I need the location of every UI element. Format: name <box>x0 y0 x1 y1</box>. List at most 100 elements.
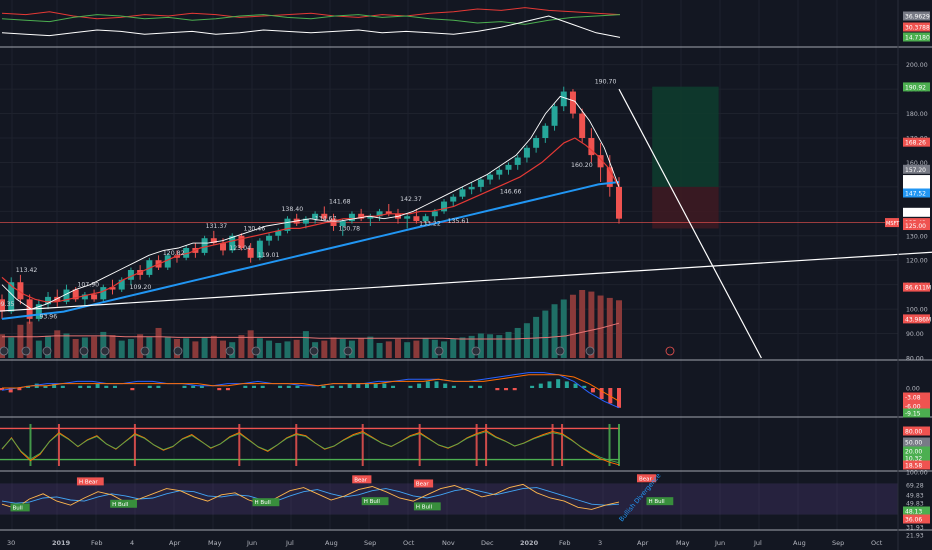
price-panel[interactable]: 113.42 99.35 93.96 107.90 109.20 120.82 131.37… <box>0 79 932 359</box>
volume-bar <box>26 321 33 358</box>
profit-zone <box>652 86 719 187</box>
volume-bar <box>266 340 273 358</box>
candle-body <box>256 240 263 258</box>
candle-body <box>35 304 42 319</box>
candle-body <box>312 213 319 219</box>
price-annotation-12: 134.67 <box>315 216 337 223</box>
stoch-label-0: 69.28 <box>906 483 924 490</box>
macd-histogram-bar <box>112 385 117 388</box>
macd-histogram-bar <box>191 385 196 388</box>
candle-body <box>551 106 558 126</box>
price-annotation-8: 130.46 <box>244 225 266 232</box>
candle-body <box>376 211 383 217</box>
price-label-6: 139.58 <box>905 210 926 217</box>
stoch-label-1: 49.83 <box>906 493 924 500</box>
volume-bar <box>118 340 125 358</box>
price-scale[interactable]: 80.0090.00100.00110.00120.00130.00140.00… <box>885 11 931 540</box>
event-marker-icon <box>0 346 9 356</box>
macd-histogram-bar <box>43 385 48 388</box>
divergence-tag-0: H Bear <box>79 479 98 485</box>
time-label-21: Sep <box>832 539 844 547</box>
oscillator-line-0 <box>1 7 621 20</box>
candle-body <box>441 201 448 212</box>
candle-body <box>201 238 208 253</box>
candle-body <box>367 216 374 219</box>
divergence-tag-4: Bear <box>354 477 368 483</box>
divergence-tag-1: Bull <box>12 505 23 511</box>
stoch-label-2: 49.83 <box>906 501 924 508</box>
volume-bar <box>358 338 365 358</box>
candle-body <box>164 255 171 268</box>
rsi-overbought-bar <box>133 424 136 466</box>
stochastic-rsi-panel: H Bear Bull H Bull H Bull Bear H Bull Bear H Bu… <box>0 472 898 523</box>
time-label-7: Jul <box>285 539 294 547</box>
macd-label-1-bg <box>903 392 930 402</box>
rsi-overbought-bar <box>485 424 488 466</box>
price-annotation-15: 133.22 <box>419 220 441 227</box>
candle-body <box>45 296 52 305</box>
event-marker-icon <box>555 346 565 356</box>
volume-bar <box>588 291 595 358</box>
candle-body <box>487 174 494 180</box>
time-label-2: Feb <box>91 539 103 547</box>
rsi-label-0-bg <box>903 426 930 436</box>
volume-bar <box>256 338 263 358</box>
earnings-markers[interactable] <box>0 346 675 356</box>
stoch-label-4: 36.06 <box>905 517 922 524</box>
price-tick-8: 160.00 <box>906 160 928 167</box>
candle-body <box>284 218 291 231</box>
macd-histogram-bar <box>338 385 343 388</box>
volume-bar <box>220 340 227 358</box>
price-annotation-14: 142.37 <box>400 196 422 203</box>
position-zones[interactable] <box>0 86 898 229</box>
volume-bar <box>606 297 613 358</box>
volume-bar <box>330 337 337 358</box>
volume-bar <box>293 339 300 358</box>
time-label-17: May <box>676 539 690 547</box>
volume-bar <box>201 337 208 358</box>
volume-bar <box>35 340 42 358</box>
volume-bar <box>514 327 521 358</box>
volume-bar <box>477 333 484 358</box>
price-annotation-16: 135.61 <box>448 218 470 225</box>
event-marker-icon <box>100 346 110 356</box>
event-marker-icon <box>251 346 261 356</box>
candle-body <box>321 213 328 219</box>
macd-histogram-bar <box>260 385 265 388</box>
macd-histogram-bar <box>130 388 135 391</box>
rsi-label-5: 100.00 <box>906 470 928 477</box>
volume-bar <box>164 336 171 358</box>
price-label-1: 168.26 <box>905 140 926 147</box>
volume-bar <box>597 295 604 358</box>
macd-histogram-bar <box>599 388 604 399</box>
macd-label-2: -6.00 <box>905 404 921 411</box>
ticker-tag-bg <box>885 218 899 228</box>
macd-histogram-bar <box>52 383 57 388</box>
macd-histogram-bar <box>225 388 230 391</box>
time-label-12: Dec <box>481 539 494 547</box>
rsi-label-3-bg <box>903 453 930 463</box>
macd-label-3: -9.15 <box>905 411 921 418</box>
volume-bar <box>542 310 549 358</box>
macd-histogram-bar <box>104 385 109 388</box>
macd-histogram-bar <box>217 388 222 391</box>
event-marker-icon <box>585 346 595 356</box>
price-annotation-2: 93.96 <box>39 313 57 320</box>
time-scale[interactable]: 30 2019 Feb 4 Apr May Jun Jul Aug Sep Oct Nov Dec 202… <box>7 539 883 547</box>
event-marker-icon <box>225 346 235 356</box>
volume-bar <box>137 334 144 358</box>
price-label-0-bg <box>903 82 930 92</box>
volume-bar <box>8 337 15 358</box>
price-label-5: 147.52 <box>905 191 926 198</box>
price-label-3: 153.04 <box>905 177 926 184</box>
macd-histogram-bar <box>347 383 352 388</box>
price-label-8-bg <box>903 221 930 231</box>
candle-body <box>385 211 392 214</box>
candle-body <box>100 287 107 300</box>
price-annotation-13: 130.78 <box>338 225 360 232</box>
rsi-label-2-bg <box>903 446 930 456</box>
price-annotation-17: 146.66 <box>500 189 522 196</box>
oscillator-label-0: 36.9629 <box>905 14 930 21</box>
